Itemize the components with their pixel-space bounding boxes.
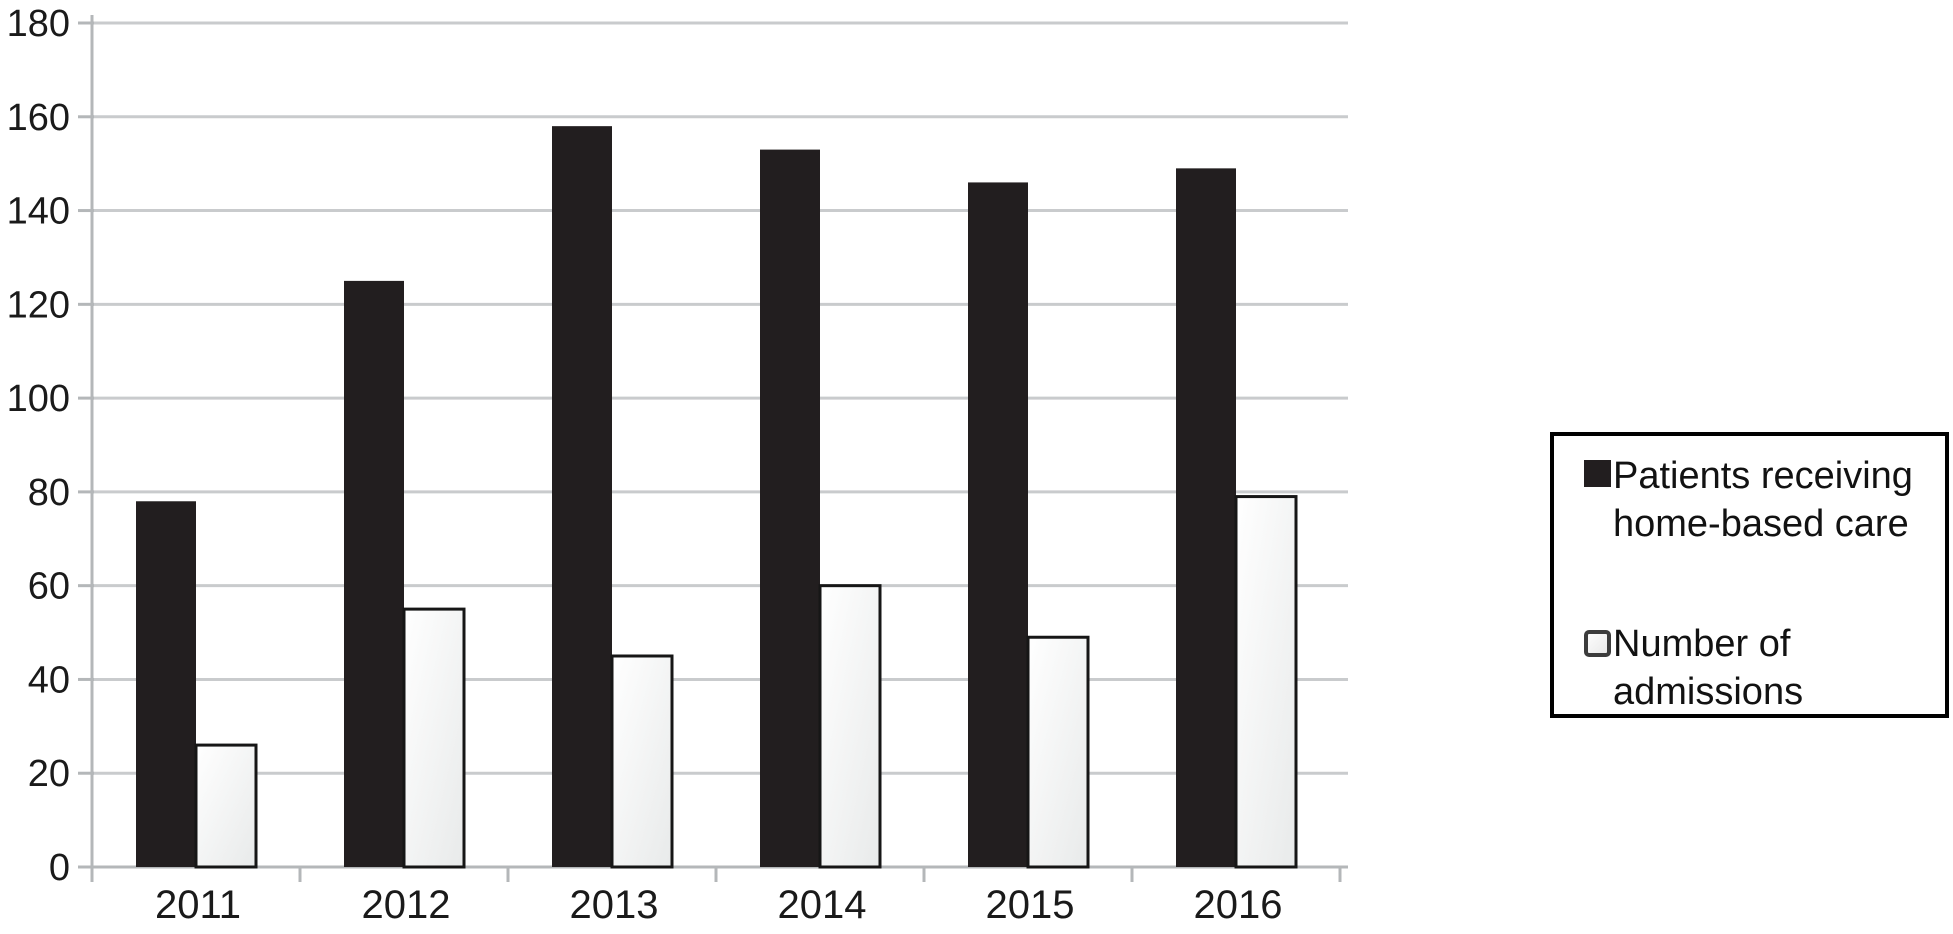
y-axis-label-180: 180 (7, 3, 70, 45)
bar-admissions-2015 (1026, 635, 1090, 869)
y-axis-label-140: 140 (7, 191, 70, 233)
legend-item-admissions: Number of admissions (1584, 620, 1939, 716)
x-axis-label-2012: 2012 (362, 883, 451, 927)
bar-patients-2012 (344, 280, 404, 867)
legend-label-admissions: Number of admissions (1613, 623, 1804, 713)
x-axis-label-2011: 2011 (155, 883, 241, 927)
bar-admissions-2011 (194, 743, 258, 869)
x-axis-label-2015: 2015 (986, 883, 1075, 927)
y-axis-label-120: 120 (7, 284, 70, 326)
y-axis-label-100: 100 (7, 378, 70, 420)
bar-patients-2015 (968, 182, 1028, 867)
y-axis-label-20: 20 (28, 753, 70, 795)
bar-admissions-2016 (1234, 495, 1298, 869)
x-axis-label-2016: 2016 (1194, 883, 1283, 927)
bar-admissions-2014 (818, 584, 882, 869)
bar-admissions-2013 (610, 654, 674, 869)
bar-admissions-2012 (402, 607, 466, 869)
y-axis-label-0: 0 (49, 847, 70, 889)
legend-label-patients: Patients receiving home-based care (1613, 455, 1913, 545)
chart-legend: Patients receiving home-based care Numbe… (1550, 432, 1949, 718)
legend-item-patients: Patients receiving home-based care (1584, 452, 1939, 548)
y-axis-label-160: 160 (7, 97, 70, 139)
y-axis-label-40: 40 (28, 659, 70, 701)
filled-square-swatch-icon (1584, 460, 1611, 487)
bar-patients-2014 (760, 149, 820, 868)
bar-patients-2013 (552, 126, 612, 867)
bar-patients-2011 (136, 501, 196, 867)
x-axis-label-2013: 2013 (570, 883, 659, 927)
y-axis-label-60: 60 (28, 566, 70, 608)
y-axis-label-80: 80 (28, 472, 70, 514)
outlined-square-swatch-icon (1584, 630, 1611, 657)
bar-patients-2016 (1176, 168, 1236, 867)
x-axis-label-2014: 2014 (778, 883, 867, 927)
